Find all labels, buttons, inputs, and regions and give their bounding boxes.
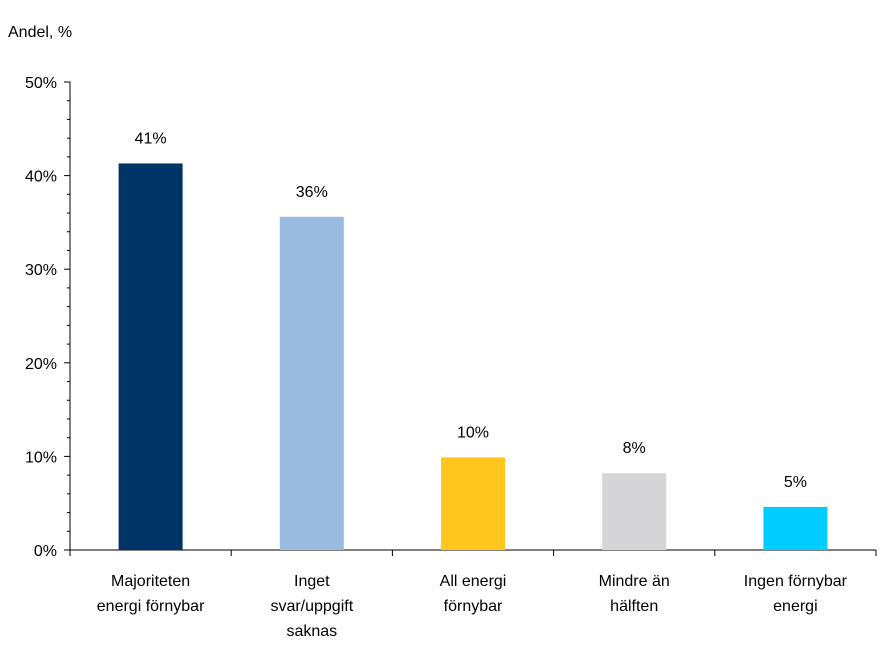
bar — [118, 163, 183, 550]
y-tick-label: 30% — [25, 262, 57, 279]
x-tick-label-line: förnybar — [444, 598, 503, 615]
x-tick-label: Ingen förnybar energi — [744, 573, 848, 615]
bar — [279, 216, 344, 550]
x-tick-labels: Majoriteten energi förnybar Inget svar/uppg… — [97, 573, 848, 640]
x-tick-label-line: Inget — [294, 573, 330, 590]
x-tick-label: Majoriteten energi förnybar — [97, 573, 205, 615]
data-label: 5% — [784, 474, 807, 491]
y-axis-title: Andel, % — [8, 24, 72, 41]
y-tick-label: 50% — [25, 75, 57, 92]
value-labels: 41% 36% 10% 8% 5% — [135, 130, 807, 491]
x-tick-label-line: Majoriteten — [111, 573, 190, 590]
x-tick-label-line: hälften — [610, 598, 658, 615]
y-tick-label: 40% — [25, 169, 57, 186]
x-tick-label-line: saknas — [286, 623, 337, 640]
y-axis: 0% 10% 20% 30% 40% 50% — [25, 75, 71, 560]
data-label: 8% — [623, 440, 646, 457]
x-tick-label: Mindre än hälften — [599, 573, 670, 615]
x-tick-label-line: svar/uppgift — [270, 598, 353, 615]
bar — [602, 473, 667, 550]
y-tick-label: 0% — [34, 543, 57, 560]
bar — [763, 506, 828, 550]
x-tick-label-line: All energi — [440, 573, 507, 590]
x-tick-label: Inget svar/uppgift saknas — [270, 573, 353, 640]
data-label: 36% — [296, 184, 328, 201]
x-tick-label-line: Mindre än — [599, 573, 670, 590]
bars — [118, 163, 828, 550]
x-axis — [69, 549, 877, 556]
x-tick-label-line: energi — [773, 598, 817, 615]
data-label: 10% — [457, 424, 489, 441]
x-tick-label: All energi förnybar — [440, 573, 507, 615]
y-tick-label: 10% — [25, 449, 57, 466]
x-tick-label-line: energi förnybar — [97, 598, 205, 615]
y-tick-label: 20% — [25, 356, 57, 373]
bar — [441, 457, 505, 550]
x-tick-label-line: Ingen förnybar — [744, 573, 848, 590]
data-label: 41% — [135, 130, 167, 147]
